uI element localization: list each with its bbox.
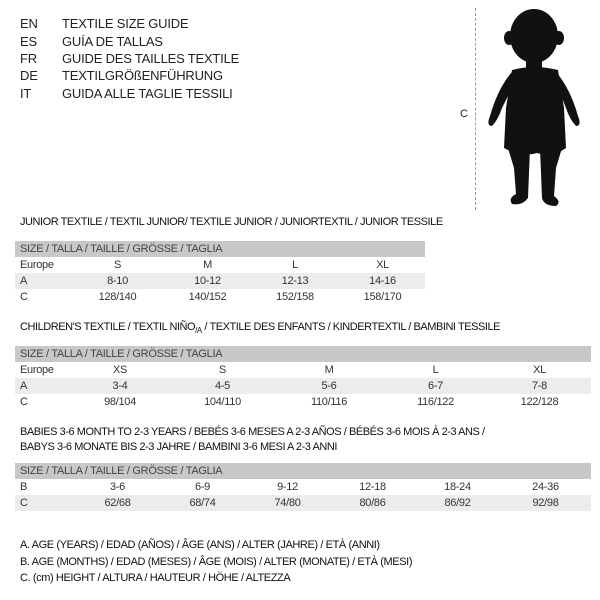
table-header: SIZE / TALLA / TAILLE / GRÖSSE / TAGLIA — [15, 241, 425, 257]
lang-title: GUIDE DES TAILLES TEXTILE — [62, 51, 240, 66]
lang-title: GUÍA DE TALLAS — [62, 34, 163, 49]
cell: 152/158 — [276, 291, 314, 303]
cell: 128/140 — [98, 291, 137, 303]
height-measure-label: C — [460, 108, 468, 120]
lang-code: IT — [20, 86, 32, 101]
cell: 10-12 — [165, 273, 250, 289]
table-row: C 62/68 68/74 74/80 80/86 86/92 92/98 — [15, 495, 591, 511]
table-header: SIZE / TALLA / TAILLE / GRÖSSE / TAGLIA — [15, 346, 591, 362]
cell: XL — [533, 364, 546, 376]
legend-item: B. AGE (MONTHS) / EDAD (MESES) / ÂGE (MO… — [20, 556, 413, 568]
cell: 24-36 — [532, 481, 559, 493]
cell: 74/80 — [245, 495, 330, 511]
lang-code: EN — [20, 16, 38, 31]
lang-code: ES — [20, 34, 37, 49]
legend-item: C. (cm) HEIGHT / ALTURA / HAUTEUR / HÖHE… — [20, 572, 291, 584]
children-section-title: CHILDREN'S TEXTILE / TEXTIL NIÑO/A / TEX… — [20, 321, 500, 335]
table-row: A 3-4 4-5 5-6 6-7 7-8 — [15, 378, 591, 394]
cell: M — [203, 259, 212, 271]
cell: 8-10 — [70, 273, 165, 289]
cell: 9-12 — [277, 481, 298, 493]
lang-code: FR — [20, 51, 37, 66]
babies-section-title-line2: BABYS 3-6 MONATE BIS 2-3 JAHRE / BAMBINI… — [20, 441, 337, 453]
cell: 12-18 — [359, 481, 386, 493]
cell: 68/74 — [160, 495, 245, 511]
row-label: C — [20, 396, 28, 408]
cell: 6-9 — [195, 481, 210, 493]
cell: 62/68 — [75, 495, 160, 511]
table-header: SIZE / TALLA / TAILLE / GRÖSSE / TAGLIA — [15, 463, 591, 479]
cell: XL — [376, 259, 389, 271]
lang-title: GUIDA ALLE TAGLIE TESSILI — [62, 86, 233, 101]
cell: 98/104 — [104, 396, 136, 408]
babies-section-title-line1: BABIES 3-6 MONTH TO 2-3 YEARS / BEBÉS 3-… — [20, 426, 485, 438]
table-row: B 3-6 6-9 9-12 12-18 18-24 24-36 — [15, 479, 591, 495]
title-subscript: /A — [195, 326, 202, 336]
row-label: Europe — [20, 259, 54, 271]
cell: 140/152 — [188, 291, 227, 303]
cell: 104/110 — [204, 396, 241, 408]
table-row: C 128/140 140/152 152/158 158/170 — [15, 289, 425, 305]
cell: S — [218, 364, 227, 376]
lang-title: TEXTILGRÖßENFÜHRUNG — [62, 68, 223, 83]
table-row: C 98/104 104/110 110/116 116/122 122/128 — [15, 394, 591, 410]
row-label: Europe — [20, 364, 54, 376]
cell: 14-16 — [340, 273, 425, 289]
cell: 110/116 — [310, 396, 348, 408]
height-measure-line — [475, 8, 476, 210]
cell: 3-6 — [110, 481, 125, 493]
babies-size-table: SIZE / TALLA / TAILLE / GRÖSSE / TAGLIA … — [15, 463, 591, 511]
cell: 6-7 — [383, 378, 488, 394]
title-text: / TEXTILE DES ENFANTS / KINDERTEXTIL / B… — [201, 321, 501, 333]
children-size-table: SIZE / TALLA / TAILLE / GRÖSSE / TAGLIA … — [15, 346, 591, 410]
cell: 18-24 — [444, 481, 471, 493]
lang-title: TEXTILE SIZE GUIDE — [62, 16, 189, 31]
cell: 86/92 — [415, 495, 500, 511]
cell: 92/98 — [500, 495, 591, 511]
cell: 4-5 — [170, 378, 275, 394]
row-label: A — [15, 273, 70, 289]
table-row: A 8-10 10-12 12-13 14-16 — [15, 273, 425, 289]
table-row: Europe XS S M L XL — [15, 362, 591, 378]
cell: 12-13 — [250, 273, 340, 289]
junior-size-table: SIZE / TALLA / TAILLE / GRÖSSE / TAGLIA … — [15, 241, 425, 305]
row-label: C — [15, 495, 75, 511]
row-label: B — [20, 481, 28, 493]
cell: M — [324, 364, 334, 376]
cell: 7-8 — [488, 378, 591, 394]
legend-item: A. AGE (YEARS) / EDAD (AÑOS) / ÂGE (ANS)… — [20, 539, 380, 551]
cell: L — [432, 364, 439, 376]
cell: L — [292, 259, 298, 271]
row-label: C — [20, 291, 28, 303]
row-label: A — [15, 378, 70, 394]
cell: 80/86 — [330, 495, 415, 511]
cell: 116/122 — [417, 396, 454, 408]
cell: 158/170 — [363, 291, 402, 303]
cell: S — [113, 259, 122, 271]
cell: XS — [112, 364, 128, 376]
title-text: CHILDREN'S TEXTILE / TEXTIL NIÑO — [20, 321, 196, 333]
cell: 3-4 — [70, 378, 170, 394]
toddler-silhouette-icon — [488, 9, 580, 206]
cell: 122/128 — [520, 396, 559, 408]
cell: 5-6 — [275, 378, 383, 394]
table-row: Europe S M L XL — [15, 257, 425, 273]
lang-code: DE — [20, 68, 38, 83]
junior-section-title: JUNIOR TEXTILE / TEXTIL JUNIOR/ TEXTILE … — [20, 216, 443, 228]
